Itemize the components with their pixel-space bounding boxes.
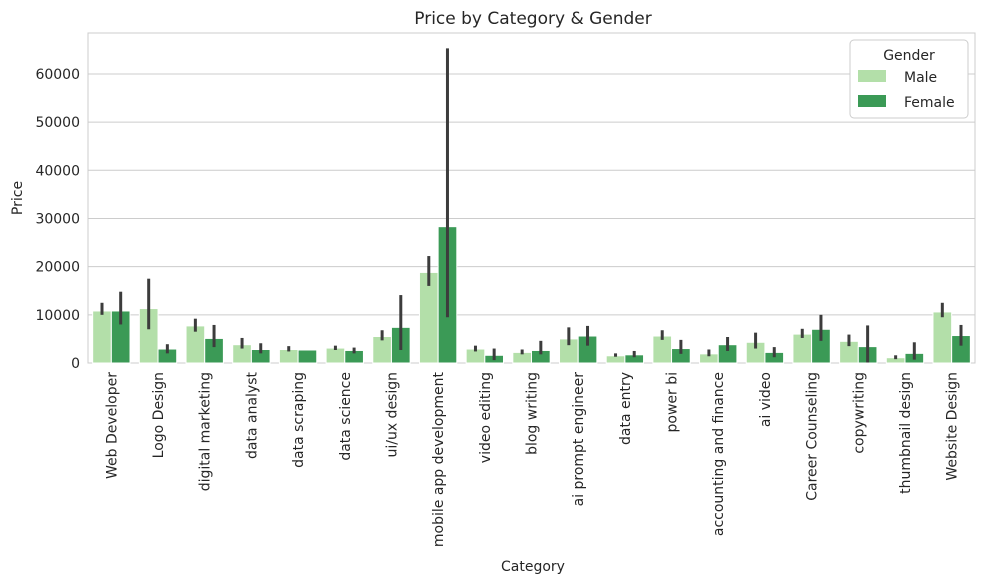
bar-male-mobile-app-development [418,271,439,364]
legend-swatch-male [858,70,886,82]
x-tick-label: Career Counseling [805,372,821,501]
bar-male-website-design [932,311,953,364]
x-tick-label: thumbnail design [898,372,914,494]
x-tick-label: digital marketing [198,372,214,491]
y-tick-label: 20000 [35,260,80,276]
chart-title: Price by Category & Gender [414,9,652,29]
x-tick-label: video editing [478,372,494,463]
legend-title: Gender [883,48,935,64]
y-tick-label: 40000 [35,163,80,179]
x-tick-label: power bi [665,372,681,433]
x-tick-label: mobile app development [431,371,447,547]
x-tick-label: ai video [758,372,774,427]
x-tick-label: blog writing [525,372,541,455]
x-tick-label: ui/ux design [384,372,400,458]
x-tick-label: Logo Design [151,372,167,458]
x-tick-labels: Web Developer Logo Design digital marketin… [104,371,960,547]
x-tick-label: data entry [618,372,634,445]
plot-area [87,32,976,364]
x-tick-label: data scraping [291,372,307,468]
y-tick-label: 50000 [35,115,80,131]
y-axis-label: Price [10,181,26,215]
y-tick-label: 30000 [35,211,80,227]
legend-label-female: Female [904,95,955,111]
y-tick-label: 10000 [35,308,80,324]
bar-male-web-developer [92,310,112,364]
legend-label-male: Male [904,70,937,86]
x-tick-label: Web Developer [104,372,120,479]
legend-swatch-female [858,95,886,107]
bar-male-data-entry [605,355,626,364]
bar-male-ui-ux-design [372,336,392,364]
error-bars [100,48,963,363]
x-tick-label: data science [338,372,354,461]
legend: Gender Male Female [849,39,969,119]
y-tick-label: 0 [71,356,80,372]
x-tick-label: Website Design [945,372,961,481]
x-tick-label: copywriting [851,372,867,454]
x-axis-label: Category [501,559,565,575]
bar-male-power-bi [652,335,673,364]
x-tick-label: data analyst [244,372,260,459]
bar-male-data-science [325,347,346,364]
grid-lines [88,73,975,364]
x-tick-label: ai prompt engineer [571,372,587,507]
bar-female-data-scraping [297,349,318,364]
y-tick-labels: 0 10000 20000 30000 40000 50000 60000 [35,67,80,372]
bar-male-career-counseling [792,333,813,364]
x-tick-label: accounting and finance [711,372,727,536]
bar-male-data-scraping [278,349,299,364]
y-tick-label: 60000 [35,67,80,83]
